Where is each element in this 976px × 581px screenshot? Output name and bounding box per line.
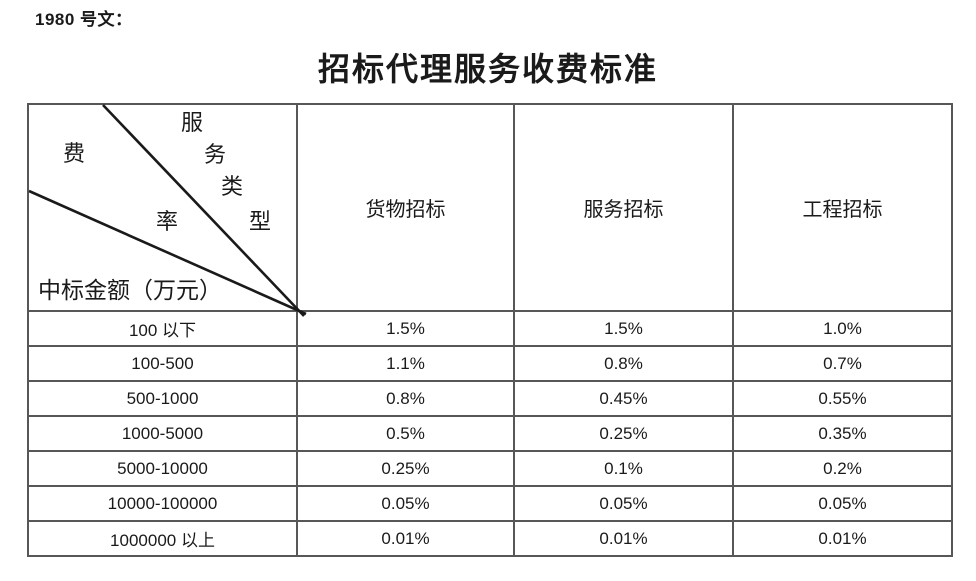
fee-value: 1.1%: [296, 345, 515, 382]
document-number: 1980 号文：: [35, 10, 133, 29]
row-label: 1000-5000: [27, 415, 298, 452]
table-header-row: 服 务 类 型 费 率 中标金额（万元） 货物招标 服务招标 工程招标: [27, 103, 953, 317]
fee-value: 1.5%: [513, 310, 734, 347]
fee-value: 0.8%: [513, 345, 734, 382]
fee-value: 0.05%: [513, 485, 734, 522]
table-row: 1000-5000 0.5% 0.25% 0.35%: [27, 415, 953, 452]
fee-value: 0.05%: [732, 485, 953, 522]
diagonal-corner-cell: 服 务 类 型 费 率 中标金额（万元）: [27, 103, 307, 317]
table-row: 1000000 以上 0.01% 0.01% 0.01%: [27, 520, 953, 557]
corner-label-service-char: 型: [249, 209, 272, 234]
row-label: 100-500: [27, 345, 298, 382]
corner-label-amount: 中标金额（万元）: [38, 278, 222, 303]
row-label: 1000000 以上: [27, 520, 298, 557]
column-header-goods: 货物招标: [296, 103, 515, 312]
fee-value: 0.2%: [732, 450, 953, 487]
table-row: 5000-10000 0.25% 0.1% 0.2%: [27, 450, 953, 487]
corner-label-service-char: 服: [181, 110, 204, 135]
column-header-engineering: 工程招标: [732, 103, 953, 312]
table-row: 10000-100000 0.05% 0.05% 0.05%: [27, 485, 953, 522]
corner-label-fee-char: 费: [63, 141, 86, 166]
corner-label-service-char: 务: [204, 142, 227, 167]
fee-value: 0.5%: [296, 415, 515, 452]
fee-value: 0.45%: [513, 380, 734, 417]
fee-value: 0.35%: [732, 415, 953, 452]
row-label: 10000-100000: [27, 485, 298, 522]
row-label: 500-1000: [27, 380, 298, 417]
fee-value: 0.7%: [732, 345, 953, 382]
fee-value: 1.5%: [296, 310, 515, 347]
fee-value: 0.05%: [296, 485, 515, 522]
fee-value: 0.01%: [296, 520, 515, 557]
fee-standard-table: 服 务 类 型 费 率 中标金额（万元） 货物招标 服务招标 工程招标 100 …: [27, 103, 953, 557]
row-label: 100 以下: [27, 310, 298, 347]
fee-table: 服 务 类 型 费 率 中标金额（万元） 货物招标 服务招标 工程招标 100 …: [27, 103, 953, 557]
table-row: 100 以下 1.5% 1.5% 1.0%: [27, 310, 953, 347]
fee-value: 0.01%: [513, 520, 734, 557]
fee-value: 0.1%: [513, 450, 734, 487]
table-row: 500-1000 0.8% 0.45% 0.55%: [27, 380, 953, 417]
row-label: 5000-10000: [27, 450, 298, 487]
fee-value: 0.8%: [296, 380, 515, 417]
fee-value: 0.25%: [513, 415, 734, 452]
fee-value: 1.0%: [732, 310, 953, 347]
fee-value: 0.55%: [732, 380, 953, 417]
corner-label-fee-char: 率: [156, 209, 179, 234]
corner-label-service-char: 类: [221, 174, 244, 199]
fee-value: 0.01%: [732, 520, 953, 557]
page-title: 招标代理服务收费标准: [317, 51, 658, 87]
column-header-service: 服务招标: [513, 103, 734, 312]
fee-value: 0.25%: [296, 450, 515, 487]
table-row: 100-500 1.1% 0.8% 0.7%: [27, 345, 953, 382]
